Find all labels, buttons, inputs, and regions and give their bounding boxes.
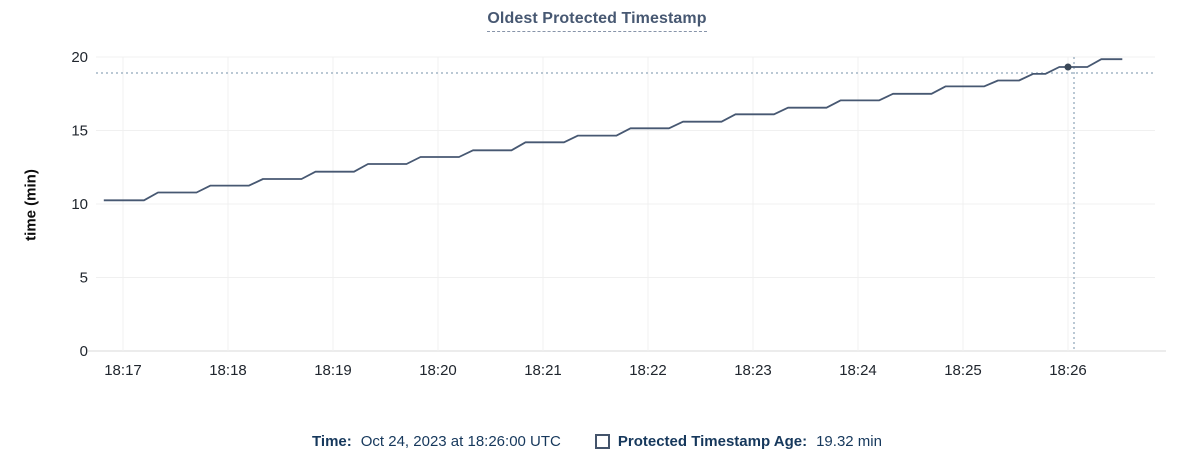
x-tick-label: 18:17: [104, 362, 142, 379]
x-tick-label: 18:24: [839, 362, 877, 379]
x-tick-label: 18:23: [734, 362, 772, 379]
x-tick-label: 18:22: [629, 362, 667, 379]
chart-title-row: Oldest Protected Timestamp: [0, 10, 1194, 32]
legend-series-toggle[interactable]: Protected Timestamp Age: 19.32 min: [594, 433, 882, 450]
series-checkbox-icon[interactable]: [594, 434, 610, 449]
x-tick-label: 18:26: [1049, 362, 1087, 379]
time-value: Oct 24, 2023 at 18:26:00 UTC: [360, 433, 561, 450]
time-label: Time:: [312, 433, 352, 450]
x-tick-label: 18:18: [209, 362, 247, 379]
chart-title[interactable]: Oldest Protected Timestamp: [487, 10, 707, 32]
y-tick-label: 0: [80, 343, 88, 360]
x-tick-label: 18:25: [944, 362, 982, 379]
x-tick-label: 18:20: [419, 362, 457, 379]
series-line: [103, 58, 1123, 202]
legend-time: Time: Oct 24, 2023 at 18:26:00 UTC: [312, 433, 561, 450]
y-tick-label: 5: [80, 270, 88, 287]
chart-legend: Time: Oct 24, 2023 at 18:26:00 UTC Prote…: [0, 433, 1194, 450]
highlight-dot[interactable]: [1064, 63, 1072, 71]
x-tick-label: 18:21: [524, 362, 562, 379]
y-tick-label: 15: [71, 123, 88, 140]
x-tick-label: 18:19: [314, 362, 352, 379]
series-value: 19.32 min: [816, 433, 882, 450]
y-tick-label: 10: [71, 196, 88, 213]
series-label: Protected Timestamp Age:: [617, 433, 808, 450]
y-tick-label: 20: [71, 49, 88, 66]
